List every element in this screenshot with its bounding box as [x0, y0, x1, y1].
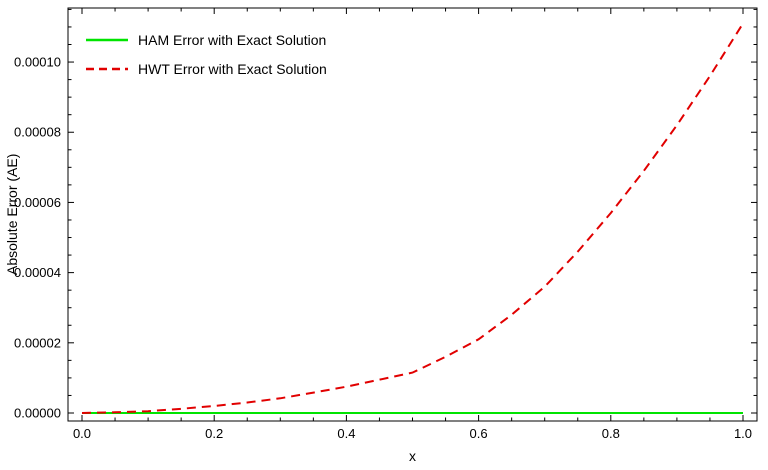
y-tick-label: 0.00008 — [14, 125, 61, 140]
legend: HAM Error with Exact Solution HWT Error … — [86, 30, 327, 79]
legend-item-ham: HAM Error with Exact Solution — [86, 30, 327, 50]
legend-label-ham: HAM Error with Exact Solution — [138, 32, 327, 48]
y-tick-label: 0.00006 — [14, 195, 61, 210]
x-tick-label: 0.4 — [337, 426, 355, 441]
series-line-1 — [81, 22, 744, 414]
y-tick-label: 0.00000 — [14, 406, 61, 421]
y-tick-label: 0.00002 — [14, 335, 61, 350]
y-axis-label: Absolute Error (AE) — [4, 153, 20, 276]
x-tick-label: 0.8 — [602, 426, 620, 441]
hwt-line-sample-icon — [86, 67, 128, 71]
legend-item-hwt: HWT Error with Exact Solution — [86, 59, 327, 79]
y-tick-label: 0.00004 — [14, 265, 61, 280]
x-tick-label: 0.6 — [470, 426, 488, 441]
x-tick-label: 1.0 — [734, 426, 752, 441]
x-axis-label: x — [409, 448, 416, 464]
y-tick-label: 0.00010 — [14, 55, 61, 70]
x-tick-label: 0.0 — [73, 426, 91, 441]
legend-label-hwt: HWT Error with Exact Solution — [138, 61, 327, 77]
ham-line-sample-icon — [86, 38, 128, 42]
x-tick-label: 0.2 — [205, 426, 223, 441]
